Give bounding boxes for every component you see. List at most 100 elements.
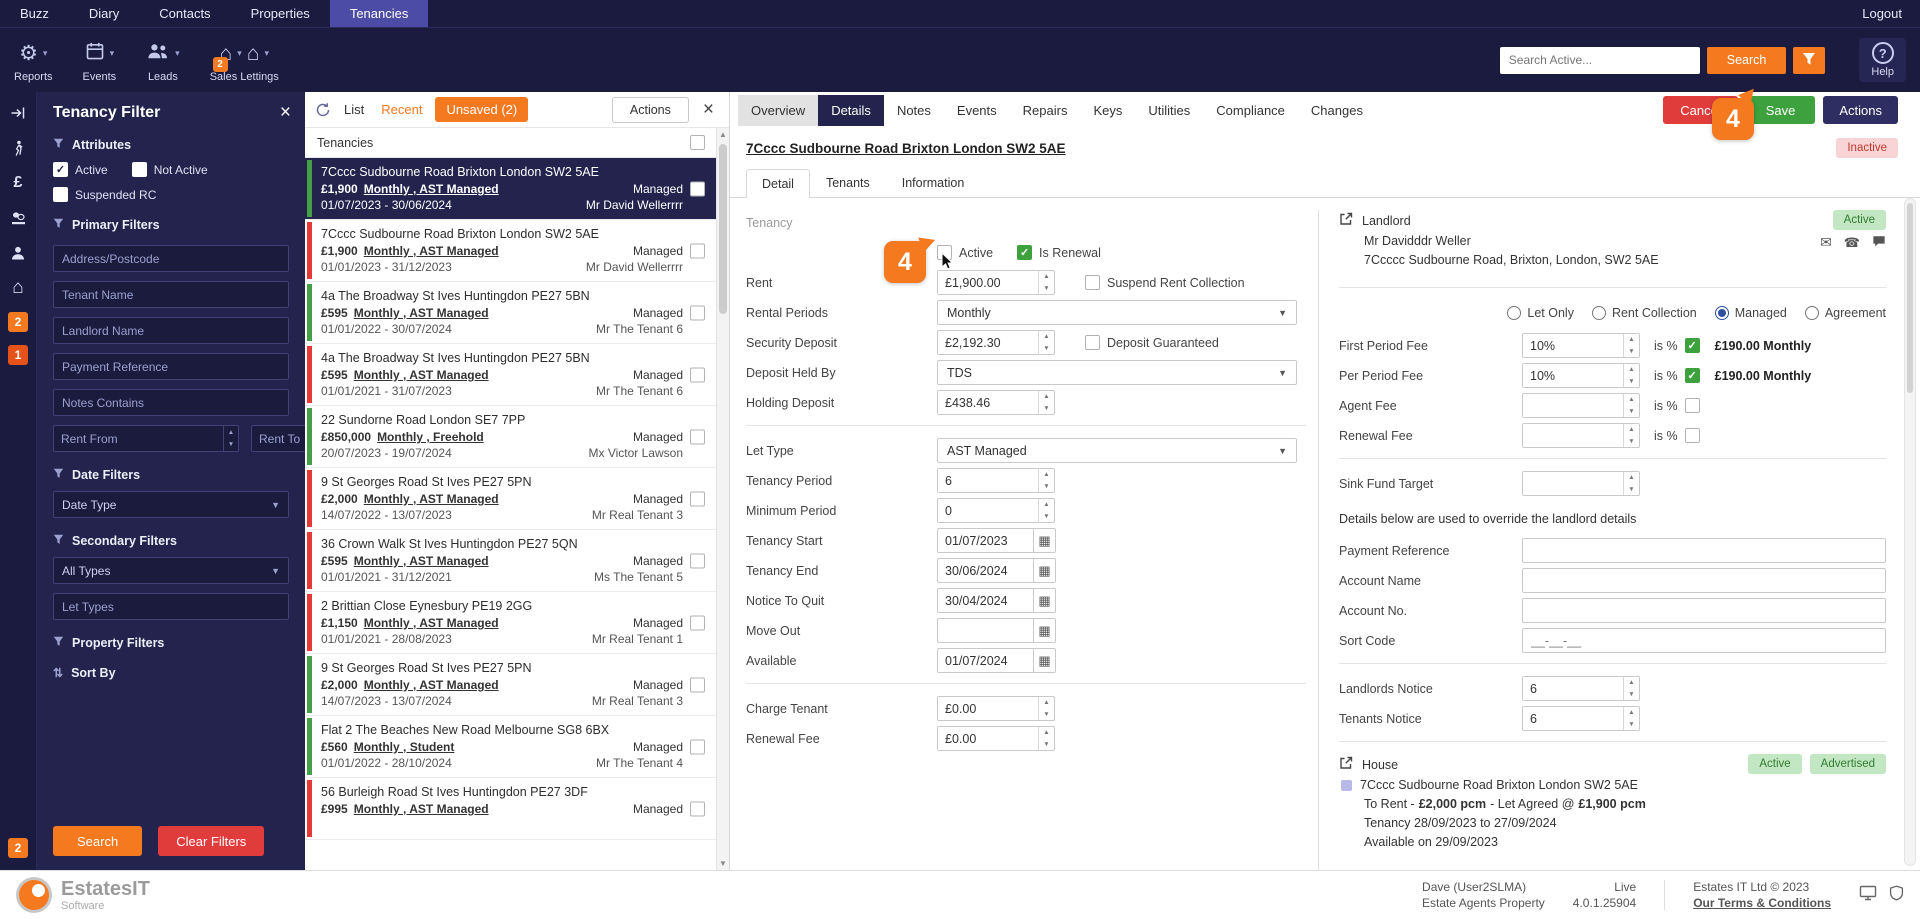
notes-contains-input[interactable] [53,389,289,416]
stepper[interactable]: ▲▼ [1623,424,1639,447]
section-sort-by[interactable]: ⇅ Sort By [53,666,116,680]
stepper[interactable]: ▲▼ [1623,677,1639,700]
payment-reference-override-input[interactable] [1522,538,1886,563]
detail-scrollbar[interactable] [1904,198,1916,866]
row-checkbox[interactable] [690,491,705,506]
nav-properties[interactable]: Properties [250,6,310,21]
is-renewal-checkbox[interactable]: Is Renewal [1017,245,1101,260]
clear-filters-button[interactable]: Clear Filters [158,826,265,856]
stepper[interactable]: ▲▼ [1038,391,1054,414]
applicant-walking-icon[interactable] [7,137,29,159]
landlords-notice-input[interactable] [1523,677,1623,700]
tab-overview[interactable]: Overview [738,94,819,126]
tab-compliance[interactable]: Compliance [1216,102,1285,118]
per-period-fee-input[interactable] [1523,364,1623,387]
workstation-icon[interactable] [1859,885,1877,906]
external-link-icon[interactable] [1339,756,1353,773]
terms-link[interactable]: Our Terms & Conditions [1693,896,1831,910]
calendar-icon[interactable]: ▦ [1033,648,1056,673]
is-percent-checkbox[interactable] [1684,428,1700,443]
tenancy-period-input[interactable] [938,469,1038,492]
deposit-held-by-select[interactable]: TDS ▼ [937,360,1297,385]
filter-suspended-checkbox[interactable]: Suspended RC [53,187,156,202]
tab-changes[interactable]: Changes [1310,102,1363,118]
search-button[interactable]: Search [1706,46,1787,74]
payment-reference-input[interactable] [53,353,289,380]
tenancy-list-item[interactable]: 4a The Broadway St Ives Huntingdon PE27 … [305,344,729,406]
scroll-down-icon[interactable]: ▼ [719,859,727,868]
row-checkbox[interactable] [690,429,705,444]
bottom-notification-badge[interactable]: 2 [8,838,28,858]
checkbox[interactable] [1017,245,1033,260]
security-deposit-input[interactable] [938,331,1038,354]
row-checkbox[interactable] [690,677,705,692]
date-type-select[interactable]: Date Type ▼ [53,491,289,518]
tenancy-list-item[interactable]: 4a The Broadway St Ives Huntingdon PE27 … [305,282,729,344]
tenancy-list-item[interactable]: 7Cccc Sudbourne Road Brixton London SW2 … [305,220,729,282]
email-icon[interactable]: ✉ [1820,234,1832,250]
deposit-guaranteed-checkbox[interactable]: Deposit Guaranteed [1085,335,1219,350]
phone-icon[interactable]: ☎ [1843,234,1860,250]
checkbox[interactable] [53,162,68,177]
let-type-select[interactable]: AST Managed ▼ [937,438,1297,463]
notification-badge[interactable]: 2 [8,312,28,332]
address-postcode-input[interactable] [53,245,289,272]
help-button[interactable]: ? Help [1859,38,1906,82]
radio-icon[interactable] [1804,305,1819,320]
checkbox[interactable] [1085,335,1100,350]
stepper[interactable]: ▲▼ [1623,334,1639,357]
external-link-icon[interactable] [1339,212,1353,229]
shield-icon[interactable] [1889,884,1904,906]
let-types-input[interactable] [53,593,289,620]
tenancy-list-item[interactable]: 2 Brittian Close Eynesbury PE19 2GG £1,1… [305,592,729,654]
toolbar-group-reports[interactable]: ⚙ ▾ Reports [14,37,53,84]
subtab-information[interactable]: Information [901,176,965,190]
nav-tenancies[interactable]: Tenancies [329,0,429,27]
tab-repairs[interactable]: Repairs [1022,102,1068,118]
logout-button[interactable]: Logout [1862,6,1902,21]
radio-icon[interactable] [1507,305,1522,320]
nav-buzz[interactable]: Buzz [20,6,49,21]
minimum-period-input[interactable] [938,499,1038,522]
row-checkbox[interactable] [690,615,705,630]
chat-icon[interactable] [1872,235,1886,251]
holding-deposit-input[interactable] [938,391,1038,414]
row-checkbox[interactable] [690,305,705,320]
tenancy-list-item[interactable]: 9 St Georges Road St Ives PE27 5PN £2,00… [305,654,729,716]
tenancy-start-input[interactable] [937,528,1033,553]
rent-from-input[interactable] [54,426,223,451]
toolbar-group-events[interactable]: ▾ Events [83,37,116,83]
radio-icon[interactable] [1591,305,1606,320]
sink-fund-input[interactable] [1523,472,1623,495]
rent-input[interactable] [938,271,1038,294]
search-input[interactable] [1499,46,1700,74]
section-primary-filters[interactable]: Primary Filters [53,218,289,232]
tab-recent[interactable]: Recent [381,102,423,117]
first-period-fee-input[interactable] [1523,334,1623,357]
scrollbar-thumb[interactable] [1907,203,1913,393]
landlord-name-input[interactable] [53,317,289,344]
radio-rent-collection[interactable]: Rent Collection [1591,305,1697,320]
close-list-icon[interactable]: × [702,98,714,120]
row-checkbox[interactable] [690,243,705,258]
section-secondary-filters[interactable]: Secondary Filters [53,534,289,548]
toolbar-group-leads[interactable]: ▾ Leads [146,37,180,83]
all-types-select[interactable]: All Types ▼ [53,557,289,584]
is-percent-checkbox[interactable] [1684,398,1700,413]
available-input[interactable] [937,648,1033,673]
is-percent-checkbox[interactable] [1684,338,1700,353]
suspend-rent-checkbox[interactable]: Suspend Rent Collection [1085,275,1245,290]
tenancy-list-item[interactable]: Flat 2 The Beaches New Road Melbourne SG… [305,716,729,778]
charge-tenant-input[interactable] [938,697,1038,720]
subtab-tenants[interactable]: Tenants [825,176,870,190]
stepper[interactable]: ▲▼ [1038,331,1054,354]
filter-not-active-checkbox[interactable]: Not Active [131,162,208,177]
stepper[interactable]: ▲▼ [1623,707,1639,730]
radio-agreement[interactable]: Agreement [1804,305,1886,320]
checkbox[interactable] [1085,275,1100,290]
notice-to-quit-input[interactable] [937,588,1033,613]
active-checkbox[interactable]: Active [937,245,993,260]
stepper[interactable]: ▲▼ [1623,472,1639,495]
section-property-filters[interactable]: Property Filters [53,636,289,650]
tab-unsaved[interactable]: Unsaved (2) [435,97,529,122]
